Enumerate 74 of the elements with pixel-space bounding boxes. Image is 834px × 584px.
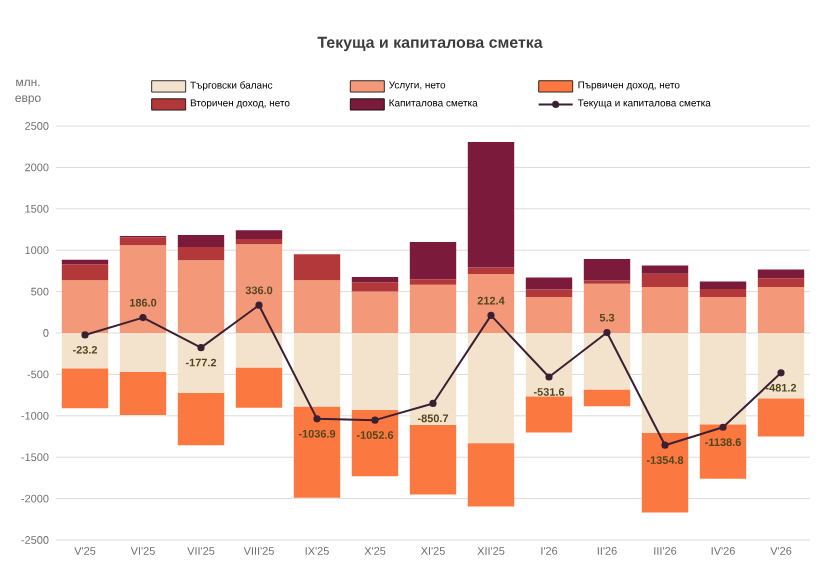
point: [719, 423, 727, 431]
bar: [119, 371, 167, 415]
bar: [699, 333, 747, 425]
point: [777, 369, 785, 377]
bar: [177, 393, 225, 446]
bar: [119, 245, 167, 333]
bar: [61, 264, 109, 281]
bar: [583, 333, 631, 390]
bar: [641, 333, 689, 434]
bar: [641, 273, 689, 287]
bar: [351, 333, 399, 411]
bar: [467, 443, 515, 507]
bar: [583, 389, 631, 407]
bar: [641, 433, 689, 513]
bar: [177, 260, 225, 333]
bar: [467, 267, 515, 275]
bar: [699, 296, 747, 333]
bar: [293, 406, 341, 498]
bar: [119, 333, 167, 372]
bar: [699, 424, 747, 479]
bar: [525, 396, 573, 433]
point: [429, 399, 437, 408]
bar: [641, 286, 689, 333]
bar: [351, 282, 399, 292]
point: [313, 415, 321, 423]
bar: [525, 277, 573, 290]
bar: [467, 141, 515, 268]
point: [139, 314, 147, 322]
bar: [409, 284, 457, 333]
bar: [351, 291, 399, 333]
bar: [235, 333, 283, 368]
bar: [351, 276, 399, 283]
bar: [61, 333, 109, 369]
bar: [583, 283, 631, 333]
bar: [409, 241, 457, 280]
bar: [409, 279, 457, 285]
bar: [293, 333, 341, 407]
bar: [235, 244, 283, 333]
bar: [293, 280, 341, 333]
bar: [757, 278, 805, 287]
bar: [699, 281, 747, 289]
point: [81, 331, 89, 339]
point: [661, 441, 669, 449]
bar: [293, 254, 341, 281]
point: [545, 373, 553, 381]
bar: [235, 367, 283, 408]
bar: [699, 288, 747, 297]
bar: [757, 286, 805, 333]
bar: [61, 368, 109, 409]
point: [371, 416, 379, 424]
bar: [467, 274, 515, 333]
bar: [757, 333, 805, 399]
point: [255, 301, 263, 309]
bar: [119, 237, 167, 246]
bar: [235, 238, 283, 245]
bar: [641, 265, 689, 274]
bar: [235, 230, 283, 239]
bar: [467, 333, 515, 444]
point: [197, 344, 205, 352]
bar: [409, 425, 457, 495]
bar: [177, 333, 225, 394]
bar: [177, 234, 225, 247]
bar: [177, 246, 225, 261]
bar: [757, 269, 805, 279]
bar: [525, 289, 573, 297]
bar: [757, 398, 805, 437]
point: [487, 311, 495, 320]
point: [603, 328, 611, 337]
bar: [409, 333, 457, 426]
bar: [525, 296, 573, 333]
bar: [351, 410, 399, 477]
bar: [583, 258, 631, 281]
bar: [525, 333, 573, 397]
bar: [61, 280, 109, 333]
